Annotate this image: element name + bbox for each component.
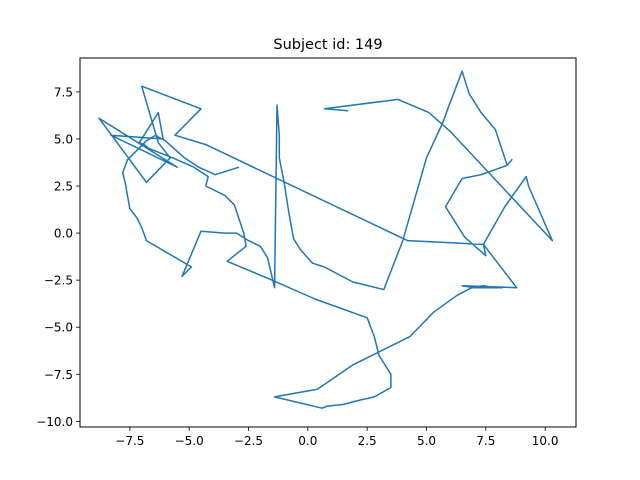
y-tick-label: 2.5 (54, 180, 73, 194)
y-axis-ticks: −10.0 −7.5 −5.0 −2.5 0.0 2.5 5.0 7.5 (36, 85, 80, 429)
chart-title: Subject id: 149 (273, 37, 382, 53)
x-tick-label: 7.5 (476, 434, 495, 448)
x-tick-label: 0.0 (298, 434, 317, 448)
series-line-0 (98, 70, 554, 409)
y-tick-label: 0.0 (54, 227, 73, 241)
series-layer (98, 70, 554, 409)
y-tick-label: −5.0 (44, 321, 73, 335)
y-tick-label: 5.0 (54, 132, 73, 146)
x-tick-label: 10.0 (532, 434, 559, 448)
y-tick-label: −2.5 (44, 274, 73, 288)
plot-area (98, 70, 554, 409)
y-tick-label: 7.5 (54, 85, 73, 99)
x-tick-label: −5.0 (175, 434, 204, 448)
x-tick-label: 2.5 (358, 434, 377, 448)
y-tick-label: −10.0 (36, 415, 73, 429)
x-tick-label: −7.5 (115, 434, 144, 448)
x-tick-label: −2.5 (234, 434, 263, 448)
plot-frame (79, 57, 577, 428)
x-axis-ticks: −7.5 −5.0 −2.5 0.0 2.5 5.0 7.5 10.0 (115, 427, 559, 448)
x-tick-label: 5.0 (417, 434, 436, 448)
y-tick-label: −7.5 (44, 368, 73, 382)
